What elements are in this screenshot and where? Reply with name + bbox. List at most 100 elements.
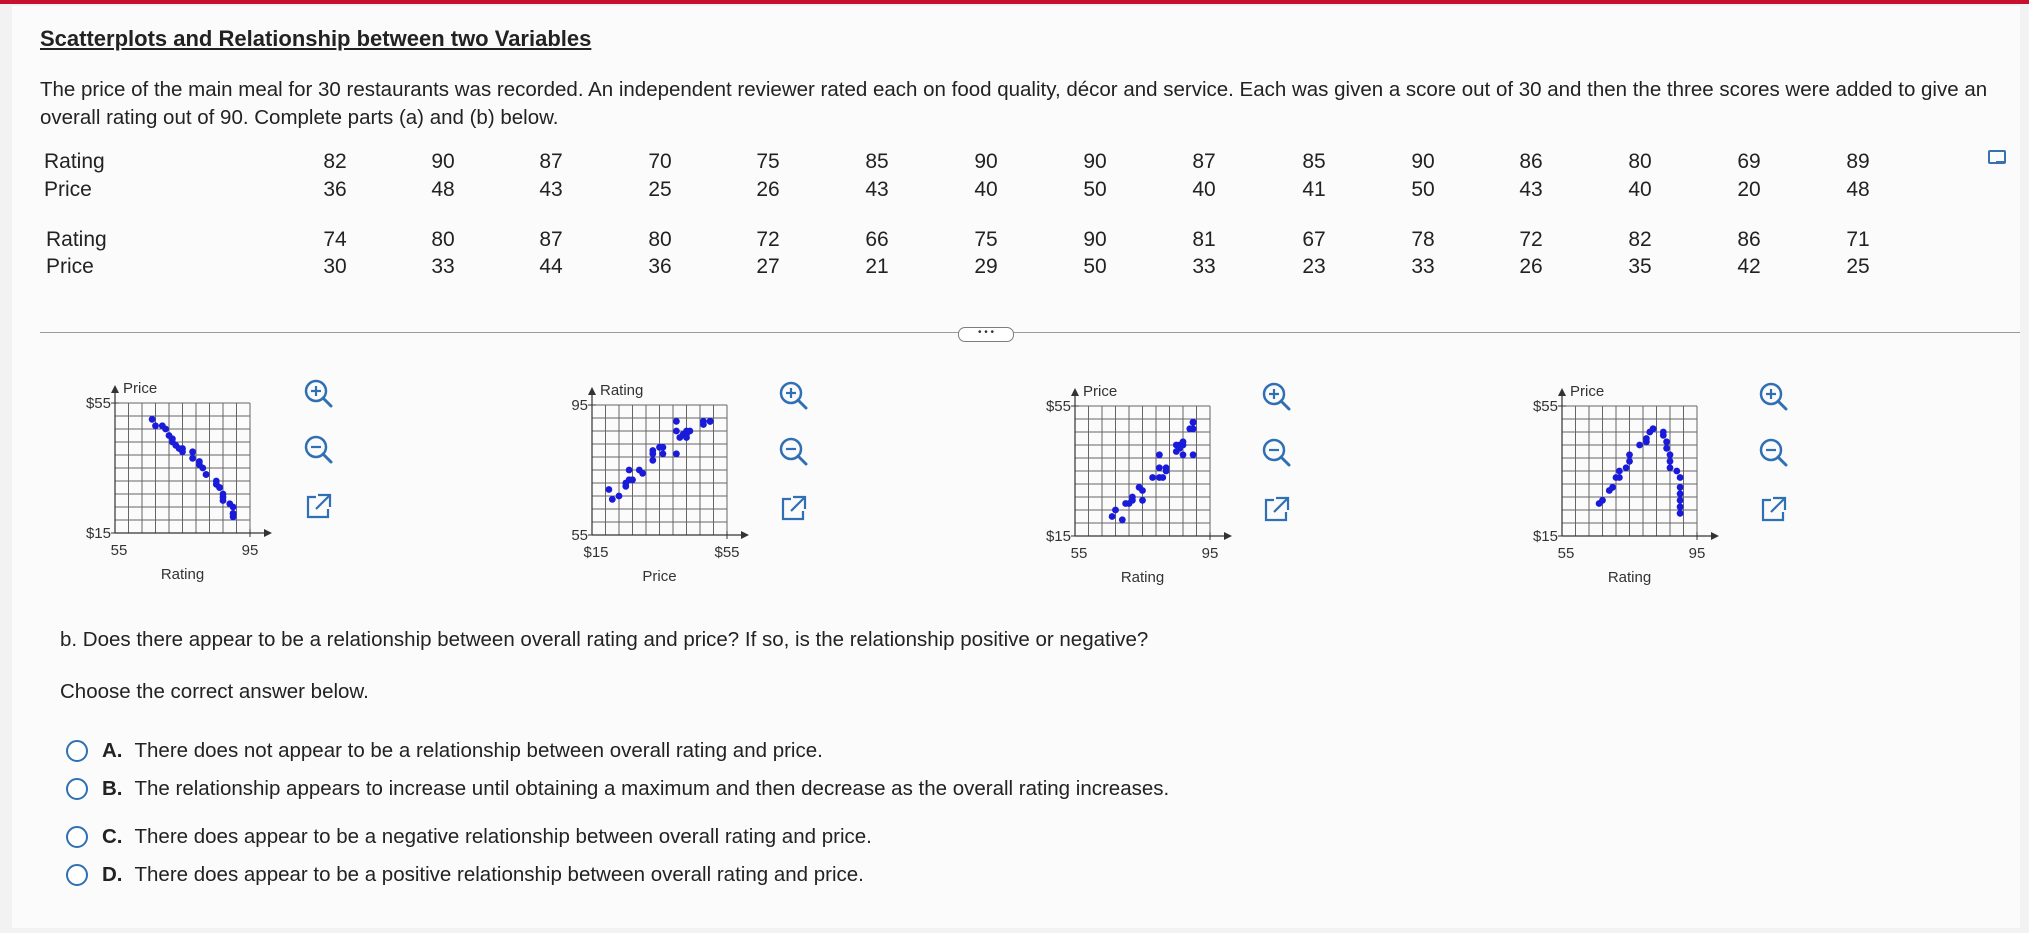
- external-link-icon[interactable]: [1258, 492, 1294, 528]
- zoom-out-icon-glyph: [779, 437, 808, 466]
- radio-c[interactable]: [66, 826, 88, 848]
- data-point: [179, 445, 186, 452]
- x-tick-label: 55: [1558, 545, 1575, 562]
- data-point: [1599, 496, 1606, 504]
- page-title: Scatterplots and Relationship between tw…: [40, 26, 592, 51]
- table-cell: 44: [539, 255, 563, 278]
- data-point: [1189, 418, 1197, 426]
- table-cell: 75: [974, 228, 998, 251]
- y-tick-label: $55: [1533, 398, 1558, 415]
- table-cell: 21: [865, 255, 889, 278]
- x-axis-label: Rating: [1608, 569, 1651, 586]
- table-cell: 72: [1519, 228, 1543, 251]
- zoom-in-icon-glyph: [779, 381, 808, 410]
- option-letter: C.: [102, 825, 123, 848]
- table-cell: 48: [431, 178, 455, 201]
- data-point: [1676, 483, 1684, 491]
- zoom-out-icon[interactable]: [775, 433, 811, 469]
- option-c[interactable]: C. There does appear to be a negative re…: [66, 824, 872, 850]
- table-cell: 30: [323, 255, 347, 278]
- table-cell: 70: [648, 150, 672, 173]
- section-divider: [40, 332, 2020, 333]
- zoom-in-icon[interactable]: [1258, 378, 1294, 414]
- radio-a[interactable]: [66, 740, 88, 762]
- data-point: [615, 492, 623, 500]
- option-letter: D.: [102, 863, 123, 886]
- data-point: [1156, 464, 1163, 472]
- option-d[interactable]: D. There does appear to be a positive re…: [66, 862, 864, 888]
- copy-icon[interactable]: [1988, 150, 2006, 164]
- table-cell: 43: [539, 178, 563, 201]
- radio-b[interactable]: [66, 778, 88, 800]
- data-point: [1139, 496, 1146, 504]
- external-link-icon-glyph: [306, 493, 332, 519]
- data-point: [1676, 509, 1684, 517]
- data-point: [148, 415, 156, 423]
- data-point: [608, 495, 616, 503]
- y-axis-label: Rating: [600, 382, 643, 399]
- external-link-icon[interactable]: [1755, 492, 1791, 528]
- table-row-label: Price: [46, 255, 94, 278]
- data-point: [625, 466, 633, 474]
- data-point: [1179, 438, 1187, 446]
- y-axis-label: Price: [1083, 383, 1117, 400]
- external-link-icon[interactable]: [300, 489, 336, 525]
- option-b[interactable]: B. The relationship appears to increase …: [66, 776, 1169, 802]
- data-point: [219, 497, 227, 504]
- table-cell: 41: [1302, 178, 1326, 201]
- radio-d[interactable]: [66, 864, 88, 886]
- expand-more-button[interactable]: • • •: [958, 327, 1014, 342]
- data-point: [605, 486, 613, 493]
- table-cell: 71: [1846, 228, 1870, 251]
- zoom-out-icon[interactable]: [1258, 434, 1294, 470]
- external-link-icon[interactable]: [775, 491, 811, 527]
- y-axis-arrow: [1558, 388, 1566, 396]
- x-tick-label: 95: [242, 542, 259, 559]
- data-point: [1666, 451, 1674, 459]
- x-axis-label: Price: [642, 568, 676, 585]
- scatter-chart-option-a: Price Rating $55 $15 55 95: [70, 370, 290, 590]
- external-link-icon-glyph: [1264, 496, 1290, 522]
- content-panel: [12, 6, 2020, 928]
- data-point: [1179, 451, 1187, 459]
- data-point: [649, 447, 657, 454]
- data-point: [1663, 444, 1670, 452]
- table-cell: 23: [1302, 255, 1326, 278]
- zoom-in-icon[interactable]: [1755, 378, 1791, 414]
- scatter-svg: Rating Price 95 55$15 $55: [571, 382, 749, 585]
- zoom-in-icon[interactable]: [775, 377, 811, 413]
- data-point: [659, 450, 667, 458]
- data-point: [229, 510, 237, 517]
- table-cell: 50: [1411, 178, 1435, 201]
- zoom-out-icon[interactable]: [300, 431, 336, 467]
- zoom-in-icon[interactable]: [300, 375, 336, 411]
- table-cell: 78: [1411, 228, 1435, 251]
- data-point: [1112, 506, 1119, 514]
- table-cell: 50: [1083, 178, 1107, 201]
- data-point: [202, 471, 210, 478]
- data-point: [1663, 438, 1670, 446]
- data-point: [1676, 503, 1684, 511]
- table-cell: 25: [648, 178, 672, 201]
- y-axis-arrow: [588, 387, 596, 395]
- table-cell: 90: [1083, 150, 1107, 173]
- zoom-out-icon[interactable]: [1755, 434, 1791, 470]
- data-point: [1649, 425, 1657, 433]
- table-cell: 69: [1737, 150, 1761, 173]
- y-tick-label: $55: [86, 395, 111, 412]
- data-point: [706, 417, 714, 425]
- external-link-icon-glyph: [1761, 496, 1787, 522]
- table-cell: 40: [974, 178, 998, 201]
- table-cell: 87: [539, 228, 563, 251]
- option-text: There does not appear to be a relationsh…: [134, 739, 823, 762]
- data-point: [686, 427, 694, 435]
- data-point: [1643, 435, 1650, 442]
- table-cell: 26: [1519, 255, 1543, 278]
- table-cell: 80: [648, 228, 672, 251]
- option-a[interactable]: A. There does not appear to be a relatio…: [66, 738, 823, 764]
- data-point: [1118, 516, 1126, 524]
- data-point: [189, 454, 196, 462]
- data-point: [169, 435, 176, 443]
- choose-instruction: Choose the correct answer below.: [60, 680, 369, 703]
